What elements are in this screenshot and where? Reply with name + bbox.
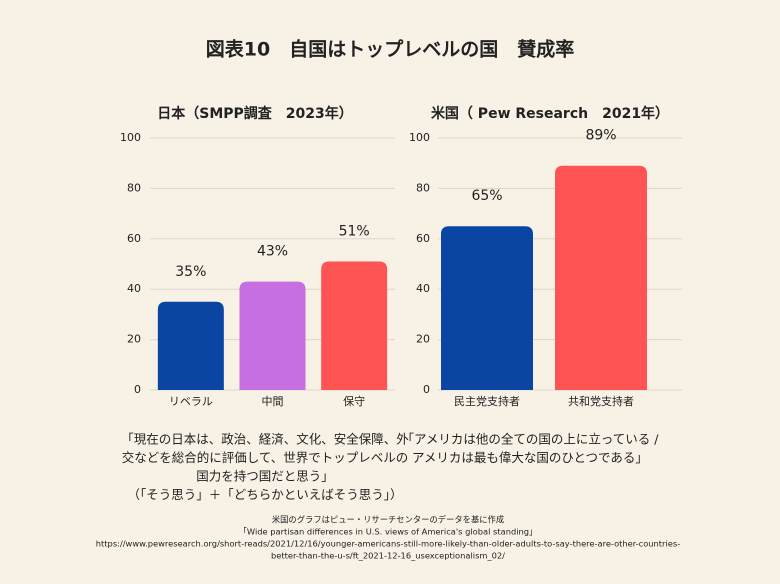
y-tick-label: 80: [416, 181, 430, 194]
x-tick-label: 民主党支持者: [454, 394, 520, 408]
caption: アメリカは最も偉大な国のひとつである」: [412, 450, 648, 465]
y-tick-label: 100: [120, 131, 141, 144]
bar: [157, 301, 224, 390]
y-tick-label: 20: [416, 333, 430, 346]
caption: 「現在の日本は、政治、経済、文化、安全保障、外: [121, 432, 409, 447]
value-label: 89%: [585, 128, 616, 144]
y-tick-label: 20: [127, 333, 141, 346]
source-note: 「Wide partisan differences in U.S. views…: [239, 527, 538, 537]
caption: 国力を持つ国だと思う」: [196, 469, 334, 484]
x-tick-label: 保守: [343, 394, 365, 408]
y-tick-label: 0: [134, 383, 141, 396]
bar: [321, 261, 388, 390]
caption: 「アメリカは他の全ての国の上に立っている /: [402, 432, 660, 447]
caption: （「そう思う」＋「どちらかといえばそう思う」）: [127, 487, 402, 502]
value-label: 65%: [471, 188, 502, 204]
x-tick-label: 共和党支持者: [568, 394, 634, 408]
y-tick-label: 60: [416, 232, 430, 245]
y-tick-label: 100: [409, 131, 430, 144]
y-tick-label: 40: [416, 282, 430, 295]
value-label: 35%: [175, 264, 206, 280]
y-tick-label: 60: [127, 232, 141, 245]
source-note: https://www.pewresearch.org/short-reads/…: [96, 539, 680, 549]
source-note: better-than-the-u-s/ft_2021-12-16_usexce…: [271, 551, 505, 561]
bar: [239, 281, 306, 390]
y-tick-label: 40: [127, 282, 141, 295]
x-tick-label: 中間: [262, 395, 284, 408]
chart-title: 米国（ Pew Research 2021年）: [431, 105, 669, 122]
bar: [441, 226, 533, 390]
y-tick-label: 0: [423, 383, 430, 396]
source-note: 米国のグラフはピュー・リサーチセンターのデータを基に作成: [272, 515, 504, 525]
bar: [555, 165, 647, 390]
value-label: 43%: [257, 244, 288, 260]
chart-title: 日本（SMPP調査 2023年）: [157, 105, 353, 122]
y-tick-label: 80: [127, 181, 141, 194]
main-title: 図表10 自国はトップレベルの国 賛成率: [206, 38, 574, 61]
caption: 交などを総合的に評価して、世界でトップレベルの: [122, 450, 409, 465]
x-tick-label: リベラル: [169, 395, 213, 408]
value-label: 51%: [339, 223, 370, 239]
